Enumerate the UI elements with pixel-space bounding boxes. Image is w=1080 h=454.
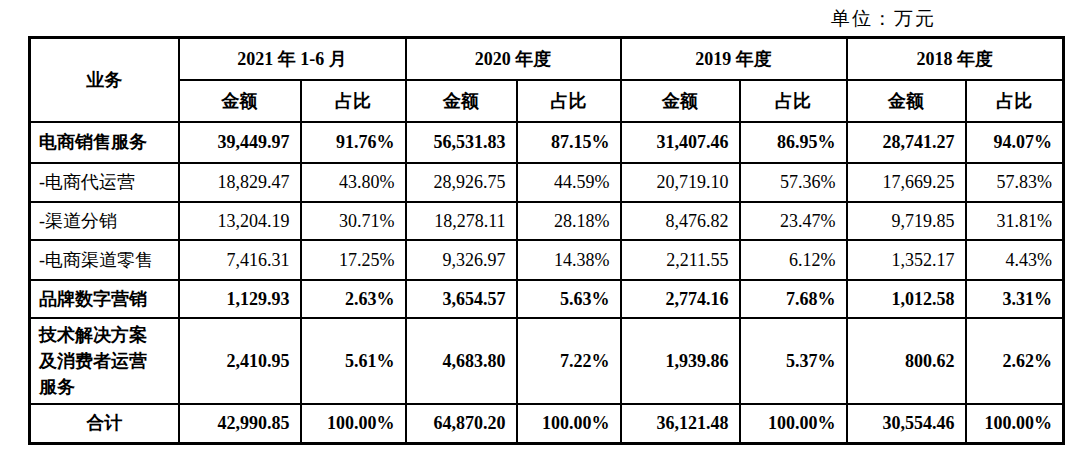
table-cell: 43.80%	[301, 163, 406, 202]
row-label: 技术解决方案及消费者运营服务	[30, 318, 179, 404]
table-cell: 800.62	[847, 318, 966, 404]
table-cell: 2,410.95	[179, 318, 301, 404]
row-label: -电商渠道零售	[30, 240, 179, 280]
table-cell: 28.18%	[517, 202, 621, 240]
table-cell: 8,476.82	[621, 202, 740, 240]
table-row: 品牌数字营销 1,129.93 2.63% 3,654.57 5.63% 2,7…	[30, 280, 1064, 318]
header-amount: 金额	[621, 80, 740, 122]
header-amount: 金额	[847, 80, 966, 122]
table-cell: 100.00%	[966, 404, 1064, 444]
table-cell: 42,990.85	[179, 404, 301, 444]
table-row: 技术解决方案及消费者运营服务 2,410.95 5.61% 4,683.80 7…	[30, 318, 1064, 404]
table-cell: 94.07%	[966, 122, 1064, 163]
row-label: -渠道分销	[30, 202, 179, 240]
table-cell: 7.68%	[740, 280, 847, 318]
table-cell: 57.36%	[740, 163, 847, 202]
header-row-subcolumns: 金额 占比 金额 占比 金额 占比 金额 占比	[30, 80, 1064, 122]
unit-label: 单位：万元	[831, 6, 936, 32]
table-cell: 30,554.46	[847, 404, 966, 444]
table-row-total: 合计 42,990.85 100.00% 64,870.20 100.00% 3…	[30, 404, 1064, 444]
table-cell: 64,870.20	[406, 404, 517, 444]
table-cell: 87.15%	[517, 122, 621, 163]
table-cell: 91.76%	[301, 122, 406, 163]
business-revenue-table: 业务 2021 年 1-6 月 2020 年度 2019 年度 2018 年度 …	[28, 36, 1065, 445]
table-cell: 28,741.27	[847, 122, 966, 163]
table-cell: 18,278.11	[406, 202, 517, 240]
table-cell: 31.81%	[966, 202, 1064, 240]
table-cell: 7,416.31	[179, 240, 301, 280]
table-row: -渠道分销 13,204.19 30.71% 18,278.11 28.18% …	[30, 202, 1064, 240]
table-cell: 28,926.75	[406, 163, 517, 202]
table-cell: 1,939.86	[621, 318, 740, 404]
table-row: -电商代运营 18,829.47 43.80% 28,926.75 44.59%…	[30, 163, 1064, 202]
table-cell: 2.62%	[966, 318, 1064, 404]
table-cell: 7.22%	[517, 318, 621, 404]
table-cell: 44.59%	[517, 163, 621, 202]
header-period-2019: 2019 年度	[621, 38, 847, 80]
table-cell: 5.63%	[517, 280, 621, 318]
header-row-periods: 业务 2021 年 1-6 月 2020 年度 2019 年度 2018 年度	[30, 38, 1064, 80]
header-amount: 金额	[406, 80, 517, 122]
table-cell: 23.47%	[740, 202, 847, 240]
table-cell: 30.71%	[301, 202, 406, 240]
header-period-2018: 2018 年度	[847, 38, 1064, 80]
table-cell: 18,829.47	[179, 163, 301, 202]
table-cell: 36,121.48	[621, 404, 740, 444]
table-cell: 86.95%	[740, 122, 847, 163]
row-label: -电商代运营	[30, 163, 179, 202]
header-ratio: 占比	[301, 80, 406, 122]
row-label: 品牌数字营销	[30, 280, 179, 318]
table-cell: 20,719.10	[621, 163, 740, 202]
table-cell: 57.83%	[966, 163, 1064, 202]
table-cell: 1,012.58	[847, 280, 966, 318]
header-business: 业务	[30, 38, 179, 122]
table-cell: 2,211.55	[621, 240, 740, 280]
table-row: -电商渠道零售 7,416.31 17.25% 9,326.97 14.38% …	[30, 240, 1064, 280]
header-ratio: 占比	[517, 80, 621, 122]
header-period-2021h1: 2021 年 1-6 月	[179, 38, 406, 80]
table-cell: 39,449.97	[179, 122, 301, 163]
table-cell: 9,326.97	[406, 240, 517, 280]
table-cell: 1,129.93	[179, 280, 301, 318]
document-page: 单位：万元 业务 2021 年 1-6 月 2020 年度 2019 年度 20…	[0, 0, 1080, 454]
header-period-2020: 2020 年度	[406, 38, 621, 80]
table-cell: 17.25%	[301, 240, 406, 280]
table-cell: 5.61%	[301, 318, 406, 404]
table-cell: 56,531.83	[406, 122, 517, 163]
header-ratio: 占比	[740, 80, 847, 122]
table-cell: 9,719.85	[847, 202, 966, 240]
table-cell: 13,204.19	[179, 202, 301, 240]
table-cell: 2,774.16	[621, 280, 740, 318]
table-cell: 14.38%	[517, 240, 621, 280]
table-cell: 100.00%	[740, 404, 847, 444]
table-cell: 1,352.17	[847, 240, 966, 280]
table-cell: 3,654.57	[406, 280, 517, 318]
table-cell: 4,683.80	[406, 318, 517, 404]
table-cell: 31,407.46	[621, 122, 740, 163]
table-cell: 17,669.25	[847, 163, 966, 202]
table-cell: 100.00%	[517, 404, 621, 444]
table-row: 电商销售服务 39,449.97 91.76% 56,531.83 87.15%…	[30, 122, 1064, 163]
table-cell: 5.37%	[740, 318, 847, 404]
table-cell: 2.63%	[301, 280, 406, 318]
header-ratio: 占比	[966, 80, 1064, 122]
row-label: 合计	[30, 404, 179, 444]
header-amount: 金额	[179, 80, 301, 122]
row-label: 电商销售服务	[30, 122, 179, 163]
table-cell: 100.00%	[301, 404, 406, 444]
table-cell: 6.12%	[740, 240, 847, 280]
table-cell: 4.43%	[966, 240, 1064, 280]
table-cell: 3.31%	[966, 280, 1064, 318]
